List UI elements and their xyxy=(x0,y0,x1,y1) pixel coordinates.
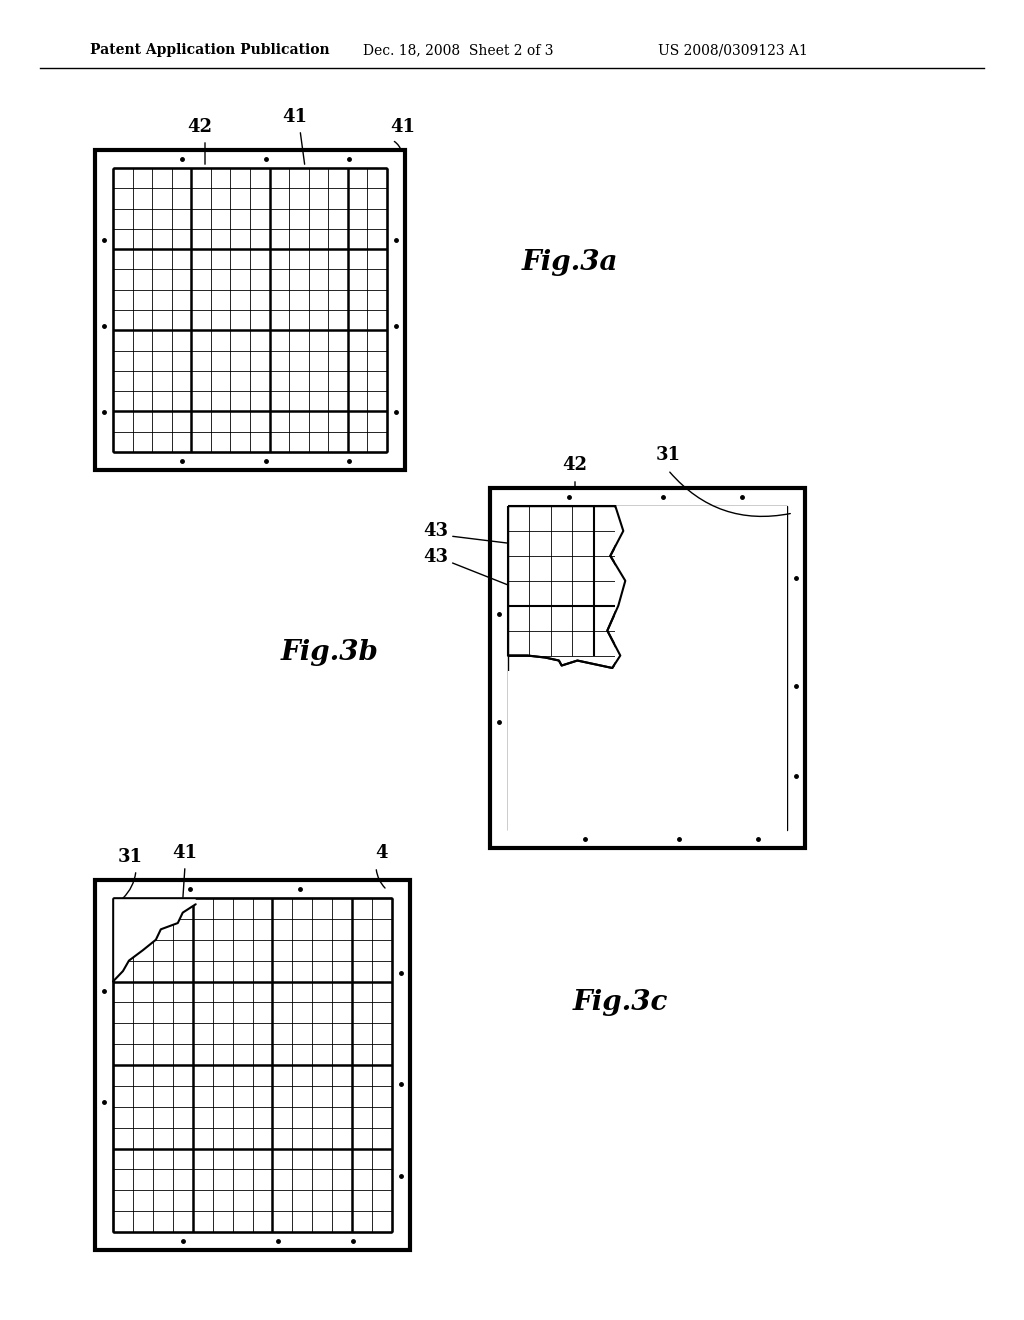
Polygon shape xyxy=(113,898,196,982)
Bar xyxy=(95,880,410,1250)
Text: Patent Application Publication: Patent Application Publication xyxy=(90,44,330,57)
Bar xyxy=(113,898,392,1232)
Text: 31: 31 xyxy=(655,446,681,465)
Bar xyxy=(113,168,387,451)
Text: US 2008/0309123 A1: US 2008/0309123 A1 xyxy=(658,44,808,57)
Text: 42: 42 xyxy=(562,455,588,474)
Text: 41: 41 xyxy=(390,117,415,136)
Text: 43: 43 xyxy=(423,548,449,566)
Text: 4: 4 xyxy=(376,843,388,862)
Text: 31: 31 xyxy=(118,847,142,866)
Text: Fig.3c: Fig.3c xyxy=(572,989,668,1016)
Bar xyxy=(508,506,787,830)
Text: Dec. 18, 2008  Sheet 2 of 3: Dec. 18, 2008 Sheet 2 of 3 xyxy=(362,44,554,57)
Bar xyxy=(95,150,406,470)
Bar xyxy=(615,506,787,671)
Text: 43: 43 xyxy=(423,521,449,540)
Bar xyxy=(490,488,805,847)
Text: 41: 41 xyxy=(172,843,198,862)
Bar xyxy=(508,671,787,845)
Text: Fig.3a: Fig.3a xyxy=(522,249,618,276)
Text: Fig.3b: Fig.3b xyxy=(281,639,379,667)
Text: 42: 42 xyxy=(187,117,213,136)
Text: 41: 41 xyxy=(283,108,307,125)
